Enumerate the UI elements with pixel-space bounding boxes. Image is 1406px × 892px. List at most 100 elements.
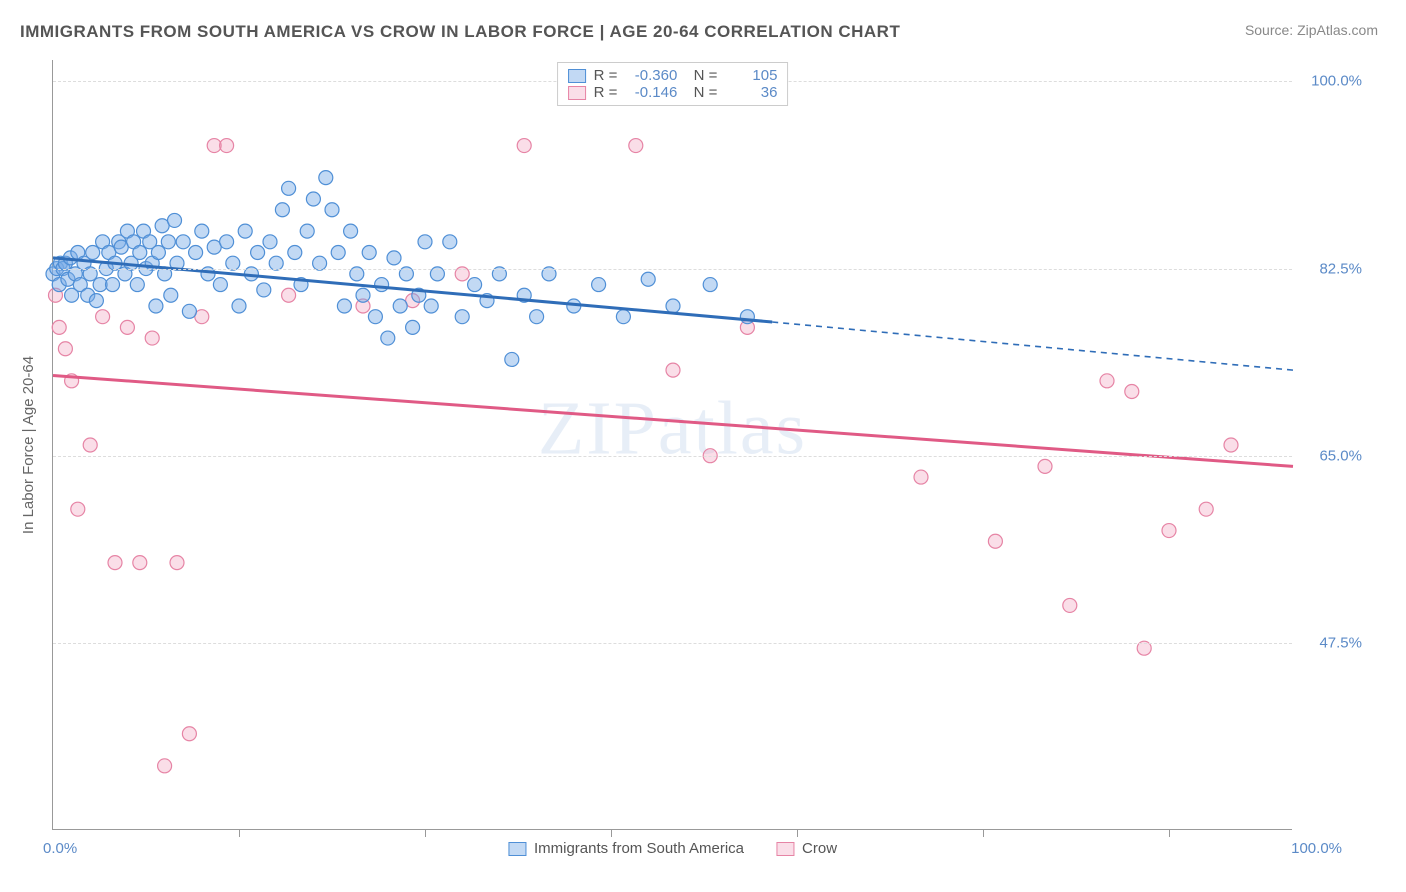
correlation-legend: R = -0.360 N = 105 R = -0.146 N = 36 <box>557 62 789 106</box>
y-tick-label: 82.5% <box>1319 260 1362 277</box>
data-point <box>106 278 120 292</box>
y-axis-label: In Labor Force | Age 20-64 <box>20 356 37 534</box>
data-point <box>238 224 252 238</box>
data-point <box>368 310 382 324</box>
data-point <box>151 246 165 260</box>
data-point <box>176 235 190 249</box>
data-point <box>220 139 234 153</box>
data-point <box>58 342 72 356</box>
data-point <box>406 320 420 334</box>
gridline-horizontal <box>53 643 1292 644</box>
gridline-horizontal <box>53 456 1292 457</box>
data-point <box>195 224 209 238</box>
legend-label: Immigrants from South America <box>534 840 744 857</box>
data-point <box>443 235 457 249</box>
data-point <box>1199 502 1213 516</box>
data-point <box>170 556 184 570</box>
data-point <box>387 251 401 265</box>
data-point <box>149 299 163 313</box>
r-label: R = <box>594 84 618 101</box>
data-point <box>468 278 482 292</box>
legend-swatch-icon <box>508 842 526 856</box>
data-point <box>418 235 432 249</box>
data-point <box>161 235 175 249</box>
r-value-1: -0.360 <box>625 67 677 84</box>
data-point <box>71 502 85 516</box>
data-point <box>168 213 182 227</box>
data-point <box>319 171 333 185</box>
legend-item: Immigrants from South America <box>508 840 744 857</box>
data-point <box>86 246 100 260</box>
data-point <box>251 246 265 260</box>
trend-line-extension <box>772 322 1293 370</box>
data-point <box>393 299 407 313</box>
data-point <box>1125 385 1139 399</box>
x-tick <box>1169 829 1170 837</box>
data-point <box>89 294 103 308</box>
r-value-2: -0.146 <box>625 84 677 101</box>
data-point <box>52 320 66 334</box>
data-point <box>300 224 314 238</box>
legend-swatch-icon <box>776 842 794 856</box>
data-point <box>158 759 172 773</box>
legend-row-series-1: R = -0.360 N = 105 <box>568 67 778 84</box>
y-tick-label: 100.0% <box>1311 73 1362 90</box>
data-point <box>130 278 144 292</box>
data-point <box>257 283 271 297</box>
x-tick <box>797 829 798 837</box>
data-point <box>375 278 389 292</box>
data-point <box>337 299 351 313</box>
data-point <box>356 288 370 302</box>
data-point <box>616 310 630 324</box>
source-label: Source: ZipAtlas.com <box>1245 22 1378 38</box>
data-point <box>189 246 203 260</box>
data-point <box>666 363 680 377</box>
data-point <box>182 304 196 318</box>
data-point <box>1162 524 1176 538</box>
data-point <box>666 299 680 313</box>
y-tick-label: 47.5% <box>1319 634 1362 651</box>
data-point <box>108 556 122 570</box>
data-point <box>306 192 320 206</box>
data-point <box>232 299 246 313</box>
data-point <box>362 246 376 260</box>
data-point <box>424 299 438 313</box>
data-point <box>914 470 928 484</box>
data-point <box>120 320 134 334</box>
trend-line <box>53 258 772 322</box>
data-point <box>344 224 358 238</box>
gridline-horizontal <box>53 269 1292 270</box>
data-point <box>988 534 1002 548</box>
chart-title: IMMIGRANTS FROM SOUTH AMERICA VS CROW IN… <box>20 22 900 42</box>
legend-swatch-blue <box>568 69 586 83</box>
data-point <box>517 139 531 153</box>
n-value-1: 105 <box>725 67 777 84</box>
x-axis-min-label: 0.0% <box>43 840 77 857</box>
data-point <box>164 288 178 302</box>
y-tick-label: 65.0% <box>1319 447 1362 464</box>
data-point <box>145 331 159 345</box>
data-point <box>505 352 519 366</box>
data-point <box>455 310 469 324</box>
data-point <box>275 203 289 217</box>
data-point <box>282 181 296 195</box>
data-point <box>213 278 227 292</box>
data-point <box>288 246 302 260</box>
data-point <box>1038 459 1052 473</box>
data-point <box>282 288 296 302</box>
legend-item: Crow <box>776 840 837 857</box>
data-point <box>220 235 234 249</box>
data-point <box>1224 438 1238 452</box>
x-tick <box>611 829 612 837</box>
data-point <box>381 331 395 345</box>
r-label: R = <box>594 67 618 84</box>
series-legend: Immigrants from South America Crow <box>508 840 837 857</box>
data-point <box>331 246 345 260</box>
plot-area: ZIPatlas R = -0.360 N = 105 R = -0.146 N… <box>52 60 1292 830</box>
data-point <box>263 235 277 249</box>
x-tick <box>983 829 984 837</box>
data-point <box>133 556 147 570</box>
n-label: N = <box>685 67 717 84</box>
legend-label: Crow <box>802 840 837 857</box>
legend-swatch-pink <box>568 86 586 100</box>
